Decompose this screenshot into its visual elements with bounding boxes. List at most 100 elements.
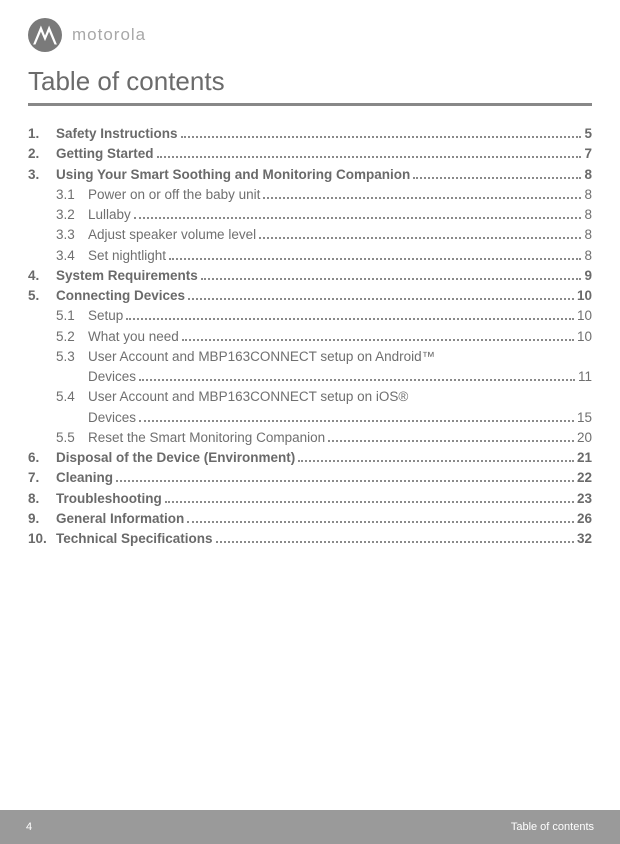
toc-subentry-label: Adjust speaker volume level [88,225,256,245]
toc-leader-dots [182,328,574,340]
footer-page-number: 4 [26,821,32,833]
toc-subentry-page: 8 [584,185,592,205]
toc-leader-dots [263,187,581,199]
toc-entry-label: Cleaning [56,468,113,488]
toc-entry-number: 9. [28,509,56,529]
toc-leader-dots [116,470,574,482]
toc-subentry-continuation: Devices 11 [28,367,592,387]
toc-subentry-page: 20 [577,428,592,448]
toc-entry-label: Getting Started [56,144,154,164]
toc-subentry-number: 5.5 [56,428,88,448]
toc-entry-number: 1. [28,124,56,144]
toc-leader-dots [298,450,574,462]
toc-leader-dots [169,247,581,259]
toc-subentry-page: 10 [577,327,592,347]
toc-entry: 5.Connecting Devices 10 [28,286,592,306]
toc-subentry-label: Devices [88,367,136,387]
toc-entry-number: 7. [28,468,56,488]
toc-entry-page: 8 [584,165,592,185]
toc-subentry: 5.1Setup 10 [28,306,592,326]
toc-leader-dots [216,531,574,543]
toc-leader-dots [328,430,574,442]
toc-leader-dots [181,126,582,138]
toc-subentry-label: Set nightlight [88,246,166,266]
toc-entry: 1.Safety Instructions 5 [28,124,592,144]
toc-entry-number: 3. [28,165,56,185]
toc-subentry-page: 11 [578,367,592,387]
toc-entry-page: 26 [577,509,592,529]
toc-leader-dots [157,146,582,158]
toc-entry-label: System Requirements [56,266,198,286]
document-page: motorola Table of contents 1.Safety Inst… [0,0,620,844]
toc-entry-label: Safety Instructions [56,124,178,144]
table-of-contents: 1.Safety Instructions 52.Getting Started… [28,124,592,549]
toc-leader-dots [165,490,574,502]
toc-subentry-number: 3.1 [56,185,88,205]
toc-entry-number: 8. [28,489,56,509]
toc-subentry: 3.4Set nightlight 8 [28,246,592,266]
toc-subentry: 5.5Reset the Smart Monitoring Companion … [28,428,592,448]
toc-leader-dots [139,409,574,421]
toc-subentry-page: 8 [584,246,592,266]
toc-subentry: 5.2What you need 10 [28,327,592,347]
toc-subentry-number: 3.4 [56,246,88,266]
toc-entry: 2.Getting Started 7 [28,144,592,164]
toc-entry-label: Troubleshooting [56,489,162,509]
toc-entry-page: 32 [577,529,592,549]
toc-leader-dots [134,207,582,219]
toc-subentry-number: 5.1 [56,306,88,326]
toc-entry: 7.Cleaning 22 [28,468,592,488]
toc-subentry-label: Power on or off the baby unit [88,185,260,205]
toc-entry-page: 22 [577,468,592,488]
toc-entry: 4.System Requirements 9 [28,266,592,286]
motorola-logo-icon [28,18,62,52]
toc-subentry-page: 10 [577,306,592,326]
toc-subentry-label: User Account and MBP163CONNECT setup on … [88,347,435,367]
toc-subentry: 5.3User Account and MBP163CONNECT setup … [28,347,592,367]
toc-subentry-continuation: Devices 15 [28,408,592,428]
toc-entry: 3.Using Your Smart Soothing and Monitori… [28,165,592,185]
page-footer: 4 Table of contents [0,810,620,844]
toc-subentry-label: What you need [88,327,179,347]
toc-subentry: 3.3Adjust speaker volume level 8 [28,225,592,245]
toc-subentry-number: 3.2 [56,205,88,225]
toc-leader-dots [259,227,581,239]
toc-entry-number: 2. [28,144,56,164]
toc-entry-label: Technical Specifications [56,529,213,549]
toc-entry-number: 4. [28,266,56,286]
toc-entry: 10.Technical Specifications 32 [28,529,592,549]
toc-entry-label: Disposal of the Device (Environment) [56,448,295,468]
toc-leader-dots [187,511,574,523]
footer-section-label: Table of contents [511,821,594,833]
toc-entry-page: 21 [577,448,592,468]
toc-subentry: 5.4User Account and MBP163CONNECT setup … [28,387,592,407]
toc-entry: 6.Disposal of the Device (Environment) 2… [28,448,592,468]
toc-subentry-label: Lullaby [88,205,131,225]
toc-subentry-label: User Account and MBP163CONNECT setup on … [88,387,408,407]
toc-subentry: 3.2Lullaby 8 [28,205,592,225]
toc-entry-page: 10 [577,286,592,306]
toc-leader-dots [188,288,574,300]
toc-subentry-page: 8 [584,205,592,225]
toc-entry-page: 7 [584,144,592,164]
toc-entry-number: 6. [28,448,56,468]
brand-header: motorola [28,18,592,52]
toc-leader-dots [139,369,575,381]
toc-entry-page: 23 [577,489,592,509]
toc-entry-page: 5 [584,124,592,144]
toc-entry-label: Connecting Devices [56,286,185,306]
toc-subentry: 3.1Power on or off the baby unit 8 [28,185,592,205]
toc-leader-dots [126,308,574,320]
toc-entry-number: 10. [28,529,56,549]
toc-entry-label: General Information [56,509,184,529]
toc-entry-label: Using Your Smart Soothing and Monitoring… [56,165,410,185]
toc-entry: 9.General Information 26 [28,509,592,529]
brand-name: motorola [72,25,146,45]
toc-subentry-label: Setup [88,306,123,326]
toc-subentry-number: 5.4 [56,387,88,407]
toc-subentry-page: 8 [584,225,592,245]
toc-leader-dots [413,166,581,178]
toc-subentry-label: Devices [88,408,136,428]
toc-subentry-number: 5.2 [56,327,88,347]
toc-subentry-number: 3.3 [56,225,88,245]
